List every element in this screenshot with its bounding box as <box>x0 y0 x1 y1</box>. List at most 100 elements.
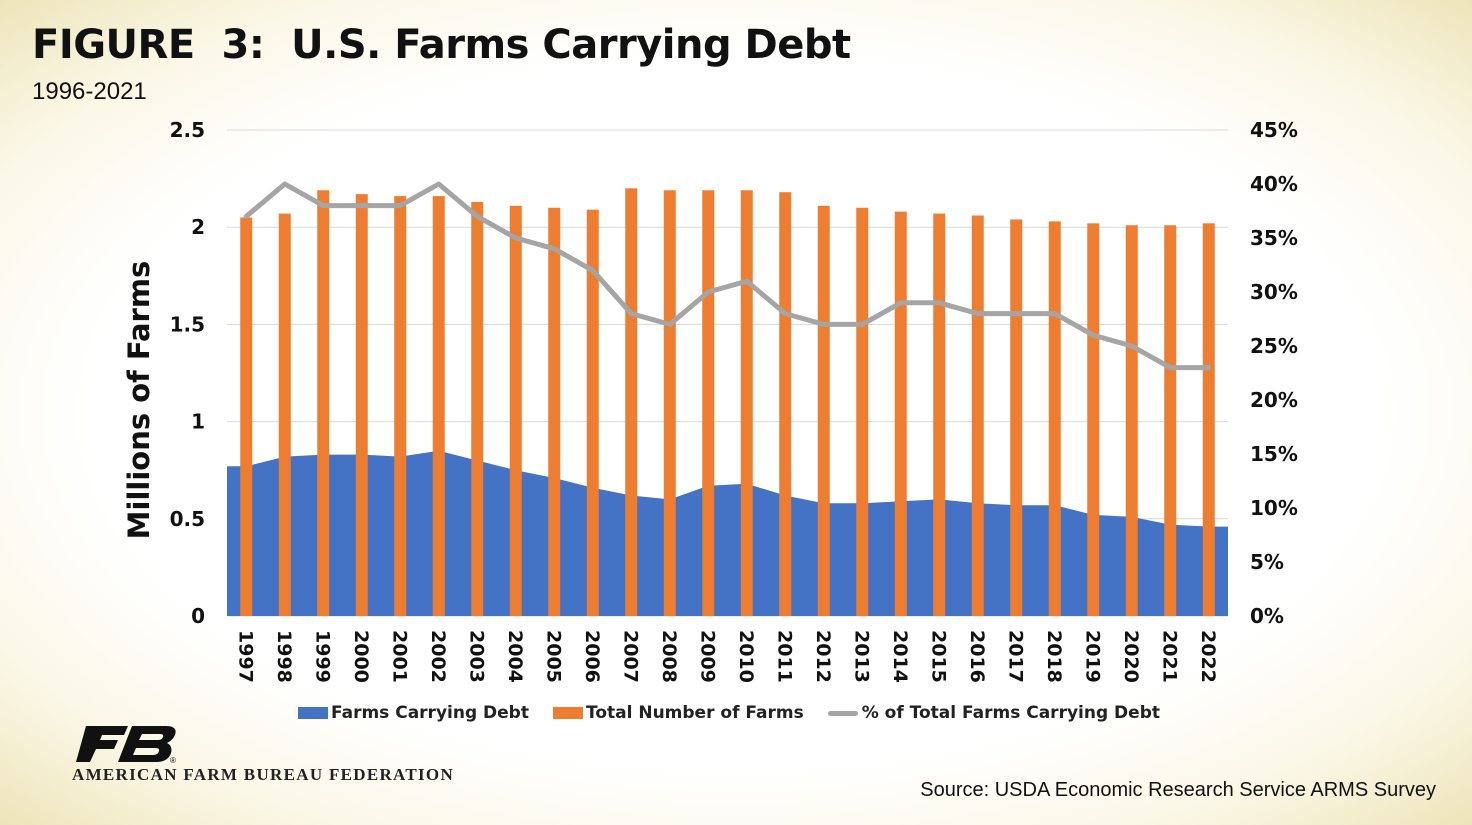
legend-label-total-farms: Total Number of Farms <box>585 703 804 723</box>
point-percent-debt <box>1169 367 1171 369</box>
x-tick-label: 2006 <box>581 630 603 683</box>
bar-total-farms <box>779 192 792 616</box>
bar-total-farms <box>1164 225 1177 617</box>
bar-total-farms <box>1048 221 1061 617</box>
legend-item-percent-debt: % of Total Farms Carrying Debt <box>827 703 1160 723</box>
source-note: Source: USDA Economic Research Service A… <box>920 779 1436 801</box>
bar-total-farms <box>355 194 368 617</box>
y2-tick-label: 10% <box>1250 496 1298 520</box>
point-percent-debt <box>938 302 940 304</box>
x-tick-label: 2014 <box>889 630 911 683</box>
point-percent-debt <box>1131 345 1133 347</box>
x-tick-label: 2010 <box>735 630 757 683</box>
point-percent-debt <box>553 248 555 250</box>
point-percent-debt <box>476 215 478 217</box>
chart-title: FIGURE 3: U.S. Farms Carrying Debt <box>32 22 851 68</box>
bar-total-farms <box>663 190 676 616</box>
bar-total-farms <box>1010 219 1023 616</box>
legend-item-farms-carrying-debt: Farms Carrying Debt <box>298 703 529 723</box>
x-tick-label: 2021 <box>1158 630 1180 683</box>
x-tick-label: 2020 <box>1120 630 1142 683</box>
point-percent-debt <box>977 313 979 315</box>
y2-tick-label: 35% <box>1250 226 1298 250</box>
x-tick-label: 2013 <box>850 630 872 683</box>
chart-legend: Farms Carrying Debt Total Number of Farm… <box>298 703 1184 723</box>
point-percent-debt <box>284 183 286 185</box>
bar-total-farms <box>317 190 330 616</box>
y-tick-label: 0.5 <box>170 507 205 531</box>
point-percent-debt <box>438 183 440 185</box>
point-percent-debt <box>1092 334 1094 336</box>
y-tick-label: 2.5 <box>170 118 205 142</box>
bar-total-farms <box>278 213 291 617</box>
chart-subtitle: 1996-2021 <box>32 78 147 105</box>
area-farms-carrying-debt <box>227 450 1228 616</box>
x-tick-label: 1998 <box>273 630 295 683</box>
chart: 0 0.5 1 1.5 2 2.5 0% 5% 10% 15% 20% 25% 30% 35% 40% 45%… <box>122 118 1298 683</box>
bar-total-farms <box>240 217 253 617</box>
legend-label-percent-debt: % of Total Farms Carrying Debt <box>861 703 1160 723</box>
point-percent-debt <box>245 215 247 217</box>
x-tick-label: 2019 <box>1081 630 1103 683</box>
bar-total-farms <box>894 211 907 616</box>
y2-tick-label: 45% <box>1250 118 1298 142</box>
point-percent-debt <box>861 323 863 325</box>
farm-bureau-logo-icon: ® <box>76 726 176 764</box>
y-tick-label: 1.5 <box>170 312 205 336</box>
y2-tick-label: 25% <box>1250 334 1298 358</box>
x-tick-label: 1999 <box>311 630 333 683</box>
line-percent-debt <box>243 181 1212 371</box>
y-tick-label: 0 <box>191 604 205 628</box>
point-percent-debt <box>1208 367 1210 369</box>
y2-tick-label: 40% <box>1250 172 1298 196</box>
legend-swatch-area <box>298 707 328 719</box>
point-percent-debt <box>784 313 786 315</box>
y2-tick-label: 30% <box>1250 280 1298 304</box>
bar-total-farms <box>586 209 599 617</box>
point-percent-debt <box>361 205 363 207</box>
bar-total-farms <box>817 205 830 617</box>
bar-total-farms <box>1125 225 1138 617</box>
point-percent-debt <box>669 323 671 325</box>
x-tick-label: 2011 <box>773 630 795 683</box>
point-percent-debt <box>592 269 594 271</box>
y2-tick-label: 15% <box>1250 442 1298 466</box>
x-tick-label: 2005 <box>542 630 564 683</box>
bar-total-farms <box>471 201 484 617</box>
bar-total-farms <box>509 205 522 617</box>
bar-total-farms <box>1202 223 1215 616</box>
registered-mark: ® <box>170 756 176 764</box>
x-tick-label: 2022 <box>1197 630 1219 683</box>
point-percent-debt <box>900 302 902 304</box>
point-percent-debt <box>746 280 748 282</box>
bar-total-farms <box>432 196 445 616</box>
x-tick-label: 2009 <box>696 630 718 683</box>
point-percent-debt <box>707 291 709 293</box>
y2-tick-label: 5% <box>1250 550 1284 574</box>
bar-total-farms <box>548 207 561 616</box>
bar-total-farms <box>1087 223 1100 616</box>
point-percent-debt <box>1015 313 1017 315</box>
x-tick-label: 2018 <box>1043 630 1065 683</box>
x-tick-label: 2017 <box>1004 630 1026 683</box>
x-tick-label: 2008 <box>658 630 680 683</box>
x-tick-label: 2012 <box>812 630 834 683</box>
point-percent-debt <box>630 313 632 315</box>
x-tick-label: 2007 <box>619 630 641 683</box>
y2-tick-label: 0% <box>1250 604 1284 628</box>
point-percent-debt <box>515 237 517 239</box>
x-tick-label: 2015 <box>927 630 949 683</box>
legend-swatch-bars <box>552 707 583 719</box>
legend-label-farms-carrying-debt: Farms Carrying Debt <box>331 703 529 723</box>
point-percent-debt <box>399 205 401 207</box>
legend-item-total-farms: Total Number of Farms <box>552 703 804 723</box>
point-percent-debt <box>823 323 825 325</box>
logo-text: AMERICAN FARM BUREAU FEDERATION <box>72 765 455 784</box>
x-tick-label: 2000 <box>350 630 372 683</box>
x-tick-label: 2002 <box>427 630 449 683</box>
point-percent-debt <box>322 205 324 207</box>
x-tick-label: 2003 <box>465 630 487 683</box>
legend-swatch-line <box>827 710 858 716</box>
y2-tick-label: 20% <box>1250 388 1298 412</box>
bar-total-farms <box>394 196 407 616</box>
